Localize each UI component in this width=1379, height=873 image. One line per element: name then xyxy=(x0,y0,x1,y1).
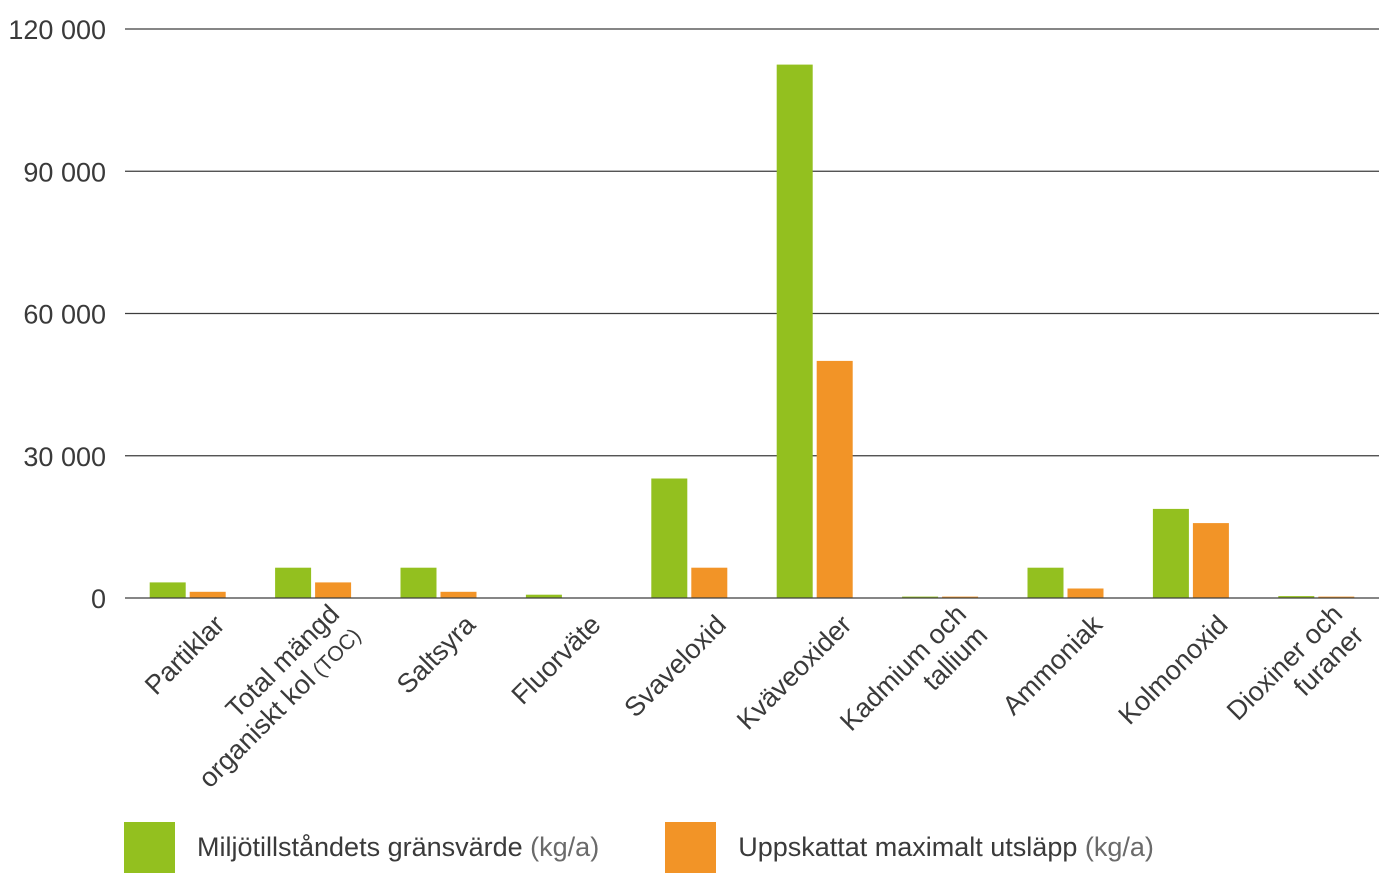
bar-limit xyxy=(525,594,562,598)
legend-item-limit: Miljötillståndets gränsvärde (kg/a) xyxy=(124,822,599,873)
x-category-label: Partiklar xyxy=(139,609,230,700)
bar-estimate xyxy=(1192,523,1229,598)
x-tick-label: Ammoniak xyxy=(997,609,1109,721)
bar-limit xyxy=(902,596,939,598)
legend-swatch-orange xyxy=(665,822,717,873)
y-tick-label: 30 000 xyxy=(23,442,106,472)
y-axis-labels: 0 30 000 60 000 90 000 120 000 xyxy=(8,15,106,614)
bar-estimate xyxy=(942,596,979,598)
bar-estimate xyxy=(816,360,853,598)
y-tick-label: 90 000 xyxy=(23,157,106,187)
y-tick-label: 60 000 xyxy=(23,300,106,330)
bar-limit xyxy=(1278,596,1315,598)
bar-limit xyxy=(776,64,813,599)
bar-limit xyxy=(149,582,186,598)
bar-estimate xyxy=(315,582,352,598)
x-tick-label: Kolmonoxid xyxy=(1113,609,1234,730)
x-category-label: Ammoniak xyxy=(997,609,1109,721)
legend: Miljötillståndets gränsvärde (kg/a) Upps… xyxy=(124,822,1220,873)
bar-limit xyxy=(1152,508,1189,598)
bar-estimate xyxy=(1318,596,1355,598)
bar-limit xyxy=(275,567,312,598)
grid-lines xyxy=(125,28,1379,457)
bar-limit xyxy=(400,567,437,598)
x-category-label: Saltsyra xyxy=(391,609,482,700)
bar-estimate xyxy=(1067,588,1104,598)
x-tick-label: Svaveloxid xyxy=(618,609,732,723)
x-category-label: Kolmonoxid xyxy=(1113,609,1234,730)
x-category-label: Fluorväte xyxy=(506,609,607,710)
x-tick-label: Saltsyra xyxy=(391,609,482,700)
legend-swatch-green xyxy=(124,822,175,873)
y-tick-label: 0 xyxy=(91,584,106,614)
bar-estimate xyxy=(440,591,477,598)
x-category-label: Svaveloxid xyxy=(618,609,732,723)
bar-limit xyxy=(1027,567,1064,598)
bar-estimate xyxy=(691,567,728,598)
x-tick-label: Partiklar xyxy=(139,609,230,700)
legend-label-estimate: Uppskattat maximalt utsläpp (kg/a) xyxy=(738,832,1154,862)
legend-label-limit: Miljötillståndets gränsvärde (kg/a) xyxy=(197,832,600,862)
y-tick-label: 120 000 xyxy=(8,15,106,45)
bar-estimate xyxy=(189,591,226,598)
bars xyxy=(149,64,1355,599)
bar-limit xyxy=(651,478,688,598)
x-tick-label: Fluorväte xyxy=(506,609,607,710)
legend-item-estimate: Uppskattat maximalt utsläpp (kg/a) xyxy=(665,822,1154,873)
